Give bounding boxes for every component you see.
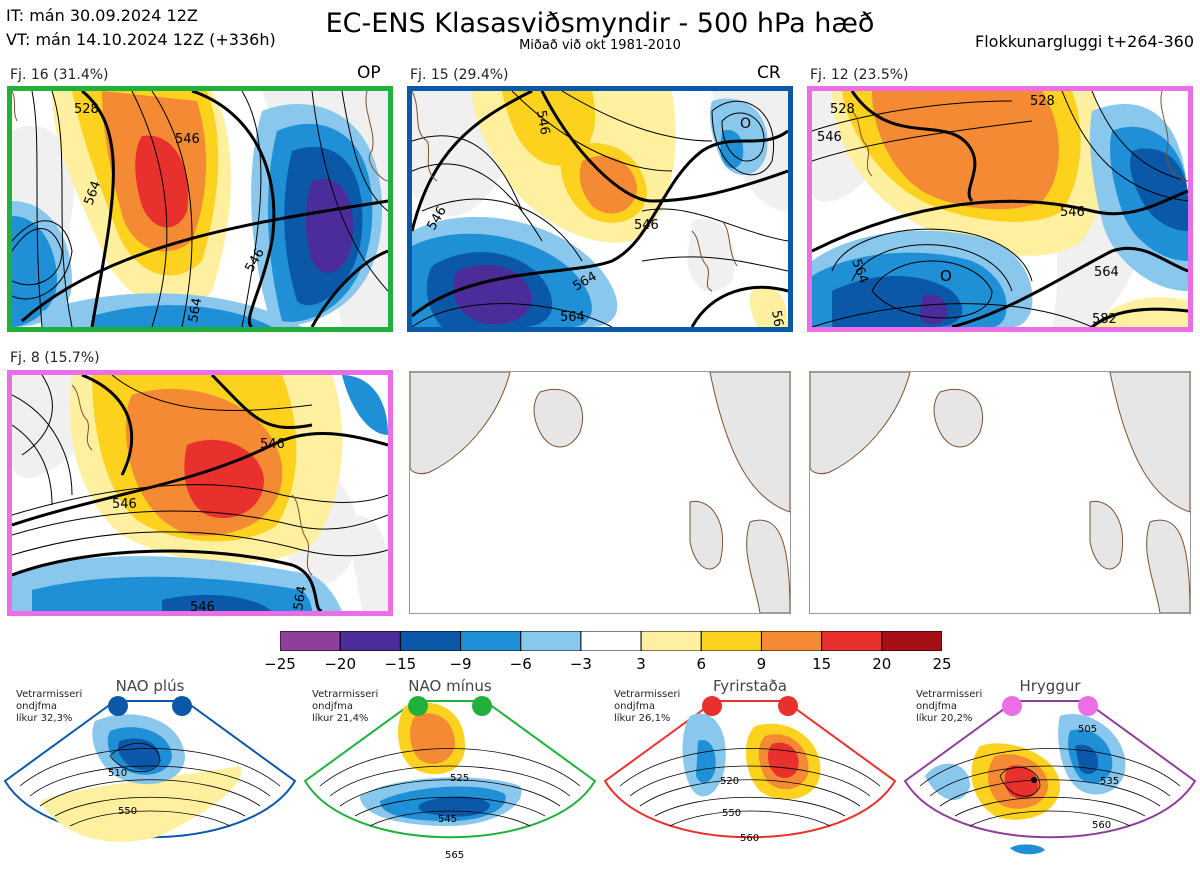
cluster-2-label: Fj. 15 (29.4%)	[410, 67, 509, 83]
colorbar-tick-label: −6	[509, 655, 532, 673]
cluster-4-label: Fj. 8 (15.7%)	[10, 350, 100, 366]
colorbar-swatch	[760, 631, 823, 651]
colorbar-tick-label: 15	[812, 655, 832, 673]
regime-nao-minus-map: 525 545 565	[303, 696, 597, 861]
regime-name: Fyrirstaða	[713, 677, 787, 695]
valid-time: VT: mán 14.10.2024 12Z (+336h)	[6, 30, 276, 49]
init-time: IT: mán 30.09.2024 12Z	[6, 6, 198, 25]
classification-window: Flokkunargluggi t+264-360	[975, 32, 1194, 51]
colorbar-tick-label: 6	[696, 655, 707, 673]
regime-contour-label: 510	[108, 768, 127, 779]
colorbar-tick-label: −15	[384, 655, 417, 673]
regime-contour-label: 520	[720, 776, 739, 787]
regime-name: NAO plús	[115, 677, 185, 695]
contour-label: 546	[112, 497, 137, 512]
contour-label: 564	[186, 297, 205, 324]
regime-ridge-map: 505 535 560	[903, 696, 1197, 855]
cluster-4-map: 546 546 546 564	[7, 370, 393, 616]
colorbar-tick-label: 3	[636, 655, 646, 673]
regime-stats: Vetrarmisseri ondjfma líkur 20,2%	[916, 689, 983, 724]
anomaly-colorbar	[280, 631, 942, 651]
regime-stats: Vetrarmisseri ondjfma líkur 21,4%	[312, 689, 379, 724]
regime-contour-label: 535	[1100, 776, 1119, 787]
colorbar-swatch	[881, 631, 942, 651]
contour-label: 582	[1092, 312, 1117, 327]
regime-stats: Vetrarmisseri ondjfma líkur 26,1%	[614, 689, 681, 724]
contour-label: 564	[1094, 265, 1119, 280]
contour-label: 546	[1060, 205, 1085, 220]
colorbar-swatch	[640, 631, 702, 651]
regime-contour-label: 560	[1092, 820, 1111, 831]
empty-map-panel	[809, 371, 1191, 614]
contour-label: 546	[190, 600, 215, 611]
colorbar-tick-label: −20	[324, 655, 356, 673]
regime-nao-plus-map: 510 550	[3, 696, 297, 842]
colorbar-tick-label: 20	[872, 655, 892, 673]
page-subtitle: Miðað við okt 1981-2010	[519, 38, 681, 53]
regime-stats: Vetrarmisseri ondjfma líkur 32,3%	[16, 689, 83, 724]
low-pressure-marker: O	[940, 267, 952, 285]
cluster-1-label: Fj. 16 (31.4%)	[10, 67, 109, 83]
regime-contour-label: 550	[722, 808, 741, 819]
regime-contour-label: 545	[438, 814, 457, 825]
colorbar-swatch	[580, 631, 642, 651]
regime-contour-label: 550	[118, 806, 137, 817]
colorbar-tick-label: −9	[449, 655, 472, 673]
cluster-1-tag: OP	[357, 63, 381, 83]
regime-contour-label: 525	[450, 773, 469, 784]
contour-label: 546	[175, 132, 200, 147]
colorbar-swatch	[339, 631, 401, 651]
page-title: EC-ENS Klasasviðsmyndir - 500 hPa hæð	[325, 8, 875, 39]
regime-contour-label: 560	[740, 833, 759, 844]
cluster-3-label: Fj. 12 (23.5%)	[810, 67, 909, 83]
contour-label: 564	[768, 309, 787, 327]
contour-label: 528	[1030, 94, 1055, 109]
cluster-2-tag: CR	[757, 63, 781, 83]
regime-contour-label: 505	[1078, 724, 1097, 735]
cluster-1-map: 528 546 564 546 564	[7, 86, 393, 332]
regime-contour-label: 565	[445, 850, 464, 861]
contour-label: 546	[260, 437, 285, 452]
regime-name: NAO mínus	[408, 677, 492, 695]
empty-map-panel	[409, 371, 791, 614]
contour-label: 528	[74, 102, 99, 117]
colorbar-tick-label: −25	[264, 655, 296, 673]
low-pressure-marker: O	[740, 116, 751, 132]
contour-label: 546	[634, 218, 659, 233]
colorbar-tick-label: −3	[569, 655, 592, 673]
contour-label: 546	[533, 109, 552, 136]
contour-label: 564	[560, 310, 585, 325]
colorbar-tick-label: 25	[932, 655, 952, 673]
colorbar-swatch	[399, 631, 462, 651]
contour-label: 528	[830, 102, 855, 117]
colorbar-swatch	[460, 631, 522, 651]
colorbar-tick-label: 9	[756, 655, 767, 673]
regime-name: Hryggur	[1019, 677, 1081, 695]
cluster-3-map: 528 528 546 564 546 564 582 O	[807, 86, 1193, 332]
cluster-2-map: 546 546 564 564 546 564 O	[407, 86, 793, 332]
contour-label: 564	[291, 585, 310, 611]
colorbar-swatch	[520, 631, 582, 651]
colorbar-swatch	[700, 631, 762, 651]
colorbar-swatch	[821, 631, 883, 651]
regime-blocking-map: 520 550 560	[603, 696, 897, 844]
colorbar-swatch	[280, 631, 341, 651]
contour-label: 546	[817, 130, 842, 145]
